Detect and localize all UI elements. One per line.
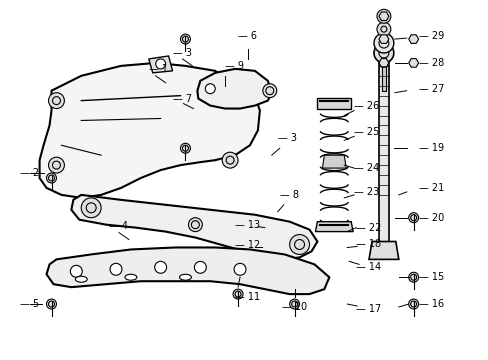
Circle shape	[232, 93, 247, 109]
Text: — 8: — 8	[280, 190, 299, 200]
Polygon shape	[322, 155, 346, 168]
Polygon shape	[148, 56, 172, 73]
Text: — 24: — 24	[354, 163, 379, 173]
Circle shape	[376, 22, 390, 36]
Text: — 13: — 13	[235, 220, 260, 230]
Text: — 3: — 3	[278, 133, 297, 143]
Circle shape	[205, 84, 215, 94]
Circle shape	[48, 93, 64, 109]
Circle shape	[234, 264, 245, 275]
Text: — 2: — 2	[20, 168, 39, 178]
Circle shape	[376, 9, 390, 23]
Text: — 29: — 29	[418, 31, 443, 41]
Circle shape	[233, 289, 243, 299]
Ellipse shape	[124, 274, 137, 280]
Text: — 28: — 28	[418, 58, 443, 68]
Text: — 26: — 26	[354, 100, 379, 111]
Text: — 6: — 6	[238, 31, 257, 41]
Text: — 17: — 17	[356, 304, 381, 314]
Circle shape	[194, 261, 206, 273]
Circle shape	[263, 84, 276, 98]
Polygon shape	[378, 59, 388, 67]
Polygon shape	[315, 222, 352, 231]
Text: — 1: — 1	[148, 64, 167, 74]
Polygon shape	[317, 98, 350, 109]
Text: — 22: — 22	[356, 222, 381, 233]
Text: — 4: — 4	[109, 221, 128, 231]
Bar	[381, 36, 385, 91]
Text: — 14: — 14	[356, 262, 381, 272]
Circle shape	[408, 299, 418, 309]
Text: — 18: — 18	[356, 239, 381, 249]
Circle shape	[180, 34, 190, 44]
Circle shape	[289, 299, 299, 309]
Circle shape	[373, 43, 393, 63]
Text: — 25: — 25	[354, 127, 379, 138]
Text: — 20: — 20	[418, 213, 443, 223]
Text: — 12: — 12	[235, 240, 260, 251]
Circle shape	[154, 261, 166, 273]
Circle shape	[289, 235, 309, 255]
Text: — 10: — 10	[282, 302, 306, 312]
Polygon shape	[40, 63, 259, 198]
Ellipse shape	[75, 276, 87, 282]
Text: — 7: — 7	[172, 94, 191, 104]
Text: — 9: — 9	[224, 61, 244, 71]
Bar	[378, 56, 388, 255]
Text: — 15: — 15	[418, 272, 443, 282]
Polygon shape	[408, 35, 418, 44]
Text: — 27: — 27	[418, 84, 443, 94]
Circle shape	[222, 152, 238, 168]
Text: — 5: — 5	[20, 299, 39, 309]
Text: — 16: — 16	[418, 299, 443, 309]
Text: — 19: — 19	[418, 143, 443, 153]
Circle shape	[46, 299, 56, 309]
Text: — 23: — 23	[354, 187, 379, 197]
Circle shape	[70, 265, 82, 277]
Polygon shape	[368, 242, 398, 260]
Circle shape	[180, 143, 190, 153]
Circle shape	[373, 33, 393, 53]
Text: — 3: — 3	[172, 48, 191, 58]
Circle shape	[48, 157, 64, 173]
Polygon shape	[378, 12, 388, 21]
Polygon shape	[408, 59, 418, 67]
Ellipse shape	[179, 274, 191, 280]
Circle shape	[155, 59, 165, 69]
Circle shape	[81, 198, 101, 218]
Text: — 11: — 11	[235, 292, 260, 302]
Text: — 21: — 21	[418, 183, 443, 193]
Circle shape	[408, 272, 418, 282]
Polygon shape	[378, 35, 388, 44]
Circle shape	[408, 213, 418, 223]
Polygon shape	[71, 195, 317, 260]
Circle shape	[188, 218, 202, 231]
Polygon shape	[46, 247, 328, 294]
Circle shape	[46, 173, 56, 183]
Polygon shape	[197, 69, 271, 109]
Circle shape	[110, 264, 122, 275]
